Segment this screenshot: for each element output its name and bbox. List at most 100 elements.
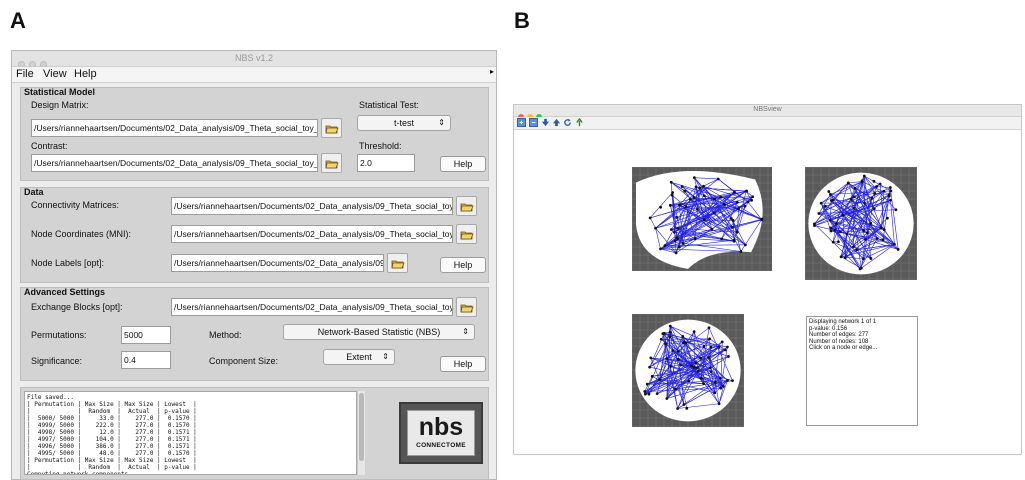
output-log-scrollbar[interactable] — [357, 391, 365, 475]
menu-view[interactable]: View — [43, 68, 67, 80]
panel-label-b: B — [514, 8, 530, 33]
design-matrix-browse-button[interactable] — [321, 118, 342, 138]
network-edge — [649, 366, 702, 379]
network-node — [670, 228, 673, 231]
network-node — [692, 176, 696, 180]
network-edge — [830, 183, 881, 221]
network-edge — [814, 187, 891, 225]
network-node — [869, 221, 873, 225]
network-node — [678, 203, 682, 207]
permutations-field[interactable]: 5000 — [121, 326, 171, 344]
zoom-in-icon[interactable] — [517, 118, 526, 127]
network-node — [684, 205, 688, 208]
network-node — [889, 198, 892, 202]
connectivity-matrices-field[interactable]: /Users/riannehaartsen/Documents/02_Data_… — [171, 197, 453, 215]
network-node — [751, 195, 755, 199]
node-coordinates-browse-button[interactable] — [456, 224, 477, 244]
network-edge — [672, 192, 675, 233]
network-node — [735, 200, 739, 204]
network-edge — [655, 178, 719, 229]
network-edge — [660, 239, 735, 250]
network-node — [713, 380, 717, 384]
network-edge — [861, 244, 895, 269]
network-node — [885, 216, 889, 220]
network-node — [839, 255, 843, 259]
network-edge — [672, 192, 678, 238]
node-coordinates-field[interactable]: /Users/riannehaartsen/Documents/02_Data_… — [171, 225, 453, 243]
network-node — [673, 239, 677, 243]
statistical-model-help-button[interactable]: Help — [440, 156, 486, 172]
network-node — [731, 225, 734, 229]
panel-label-a: A — [10, 8, 26, 33]
network-edge — [694, 238, 735, 242]
network-node — [889, 189, 893, 193]
network-edge — [694, 177, 733, 228]
component-size-select[interactable]: Extent ⇕ — [323, 349, 395, 365]
network-edge — [863, 193, 876, 259]
pan-icon[interactable] — [575, 118, 584, 127]
info-line: Number of edges: 277 — [809, 332, 869, 338]
design-matrix-field[interactable]: /Users/riannehaartsen/Documents/02_Data_… — [31, 119, 318, 137]
network-node — [643, 390, 647, 393]
contrast-field[interactable]: /Users/riannehaartsen/Documents/02_Data_… — [31, 154, 318, 172]
network-edge — [833, 241, 872, 259]
network-node — [674, 387, 678, 391]
threshold-field[interactable]: 2.0 — [357, 154, 415, 172]
network-edge — [670, 362, 697, 367]
network-edge — [647, 383, 704, 385]
network-plot-axial[interactable] — [632, 167, 772, 271]
network-plot-sagittal[interactable] — [805, 167, 917, 280]
method-select[interactable]: Network-Based Statistic (NBS) ⇕ — [283, 324, 475, 340]
network-node — [709, 370, 713, 374]
data-help-button[interactable]: Help — [440, 257, 486, 273]
significance-field[interactable]: 0.4 — [121, 351, 171, 369]
network-edge — [666, 380, 728, 399]
arrow-up-icon[interactable] — [552, 118, 561, 127]
network-node — [838, 230, 842, 234]
network-node — [675, 215, 679, 219]
rotate-icon[interactable] — [563, 118, 572, 127]
network-node — [872, 179, 876, 183]
zoom-out-icon[interactable] — [529, 118, 538, 127]
network-node — [708, 366, 712, 370]
connectivity-browse-button[interactable] — [456, 196, 477, 216]
network-node — [684, 341, 688, 345]
network-edge — [703, 198, 715, 220]
network-edge — [831, 200, 866, 240]
network-node — [669, 364, 673, 368]
output-log[interactable]: File saved... | Permutation | Max Size |… — [24, 391, 357, 475]
menubar-arrow-icon[interactable]: ▸ — [489, 67, 494, 76]
nbs-window-title: NBS v1.2 — [234, 53, 274, 63]
network-edge — [848, 181, 863, 184]
network-node — [855, 248, 859, 252]
contrast-label: Contrast: — [31, 141, 68, 151]
network-node — [879, 226, 883, 230]
node-labels-field[interactable]: /Users/riannehaartsen/Documents/02_Data_… — [171, 254, 384, 272]
statistical-test-select[interactable]: t-test ⇕ — [357, 115, 451, 131]
network-edge — [682, 197, 695, 244]
network-node — [681, 241, 685, 245]
network-node — [739, 250, 743, 253]
network-node — [827, 190, 831, 193]
network-edge — [832, 182, 849, 201]
network-edge — [724, 204, 746, 245]
advanced-help-button[interactable]: Help — [440, 356, 486, 372]
network-plot-coronal[interactable] — [632, 314, 744, 427]
node-labels-browse-button[interactable] — [387, 253, 408, 273]
network-edge — [670, 205, 678, 239]
menu-help[interactable]: Help — [74, 68, 97, 80]
contrast-browse-button[interactable] — [321, 153, 342, 173]
arrow-down-icon[interactable] — [541, 118, 550, 127]
exchange-blocks-field[interactable]: /Users/riannehaartsen/Documents/02_Data_… — [171, 298, 453, 316]
nbsview-titlebar: NBSview — [514, 105, 1021, 120]
network-node — [702, 344, 706, 348]
network-info-box: Displaying network 1 of 1 p-value: 0.156… — [806, 316, 918, 426]
network-edge — [818, 213, 837, 224]
network-edge — [660, 238, 696, 250]
scrollbar-thumb[interactable] — [359, 393, 364, 461]
menu-file[interactable]: File — [16, 68, 34, 80]
exchange-blocks-browse-button[interactable] — [456, 297, 477, 317]
network-node — [700, 376, 703, 380]
network-edge — [854, 181, 863, 189]
method-label: Method: — [209, 330, 242, 340]
